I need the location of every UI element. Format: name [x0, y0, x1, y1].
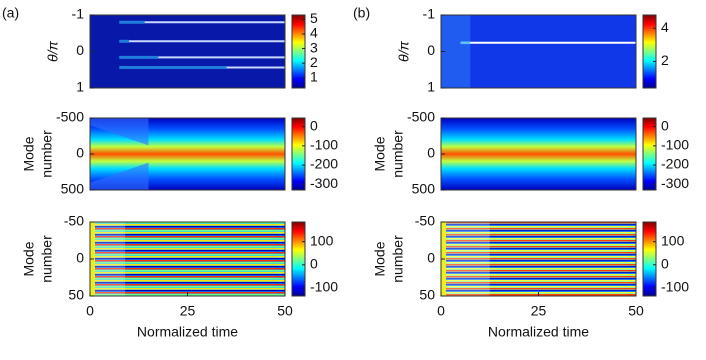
- heatmap-background: [441, 15, 636, 88]
- y-axis-label: θ/π: [396, 40, 412, 61]
- colorbar-tick-label: -100: [661, 137, 689, 153]
- heatmap-transient: [441, 222, 490, 296]
- colorbar-tick-label: -100: [661, 279, 689, 295]
- panel-label: (a): [2, 5, 19, 21]
- y-tick-label: 1: [427, 79, 435, 95]
- y-tick-label: 50: [419, 287, 435, 303]
- colorbar-tick-label: -300: [310, 175, 338, 191]
- colorbar-tick-label: 100: [661, 232, 685, 248]
- x-tick-label: 25: [180, 303, 196, 319]
- y-tick-label: 500: [61, 181, 85, 197]
- colorbar: [642, 221, 657, 297]
- colorbar-tick-label: 0: [310, 255, 318, 271]
- y-tick-label: 0: [427, 42, 435, 58]
- colorbar-tick-label: -300: [661, 175, 689, 191]
- colorbar: [291, 14, 306, 89]
- x-tick-label: 50: [277, 303, 293, 319]
- heatmap-transient: [90, 222, 126, 296]
- y-axis-label: number: [390, 235, 406, 283]
- y-axis-label: Mode: [372, 241, 388, 276]
- colorbar-tick-label: 100: [310, 232, 334, 248]
- colorbar-tick-label: 2: [310, 54, 318, 70]
- heatmap-transient: [441, 15, 471, 88]
- colorbar-tick-label: 5: [310, 10, 318, 26]
- y-tick-label: -50: [64, 213, 84, 229]
- heatmap-background: [441, 118, 636, 190]
- x-tick-label: 0: [437, 303, 445, 319]
- colorbar: [291, 117, 306, 191]
- y-axis-label: number: [39, 235, 55, 283]
- colorbar: [291, 221, 306, 297]
- y-tick-label: 500: [412, 181, 436, 197]
- heatmap-background: [90, 15, 285, 88]
- colorbar-tick-label: -100: [310, 137, 338, 153]
- heatmap-background: [90, 222, 285, 296]
- y-axis-label: number: [39, 130, 55, 178]
- y-tick-label: -500: [56, 109, 84, 125]
- y-axis-label: θ/π: [45, 40, 61, 61]
- colorbar-tick-label: -200: [310, 156, 338, 172]
- y-tick-label: 0: [76, 42, 84, 58]
- y-tick-label: 1: [76, 79, 84, 95]
- y-axis-label: Mode: [372, 136, 388, 171]
- heatmap-image: [90, 118, 285, 190]
- colorbar-tick-label: -100: [310, 279, 338, 295]
- heatmap-image: [90, 222, 285, 296]
- x-tick-label: 25: [531, 303, 547, 319]
- heatmap-background: [441, 222, 636, 296]
- heatmap-image: [441, 15, 636, 88]
- colorbar-tick-label: 3: [310, 39, 318, 55]
- y-tick-label: 0: [76, 250, 84, 266]
- x-axis-label: Normalized time: [488, 324, 589, 340]
- y-tick-label: -1: [72, 6, 85, 22]
- colorbar: [642, 14, 657, 89]
- y-tick-label: 0: [427, 250, 435, 266]
- x-tick-label: 0: [86, 303, 94, 319]
- colorbar-tick-label: 4: [310, 25, 318, 41]
- heatmap-transient: [90, 118, 149, 190]
- y-tick-label: 0: [427, 145, 435, 161]
- colorbar-tick-label: 0: [661, 255, 669, 271]
- heatmap-image: [441, 222, 636, 296]
- colorbar-tick-label: 2: [661, 52, 669, 68]
- panel-label: (b): [353, 5, 370, 21]
- colorbar-tick-label: -200: [661, 156, 689, 172]
- heatmap-image: [90, 15, 285, 88]
- colorbar: [642, 117, 657, 191]
- y-tick-label: 50: [68, 287, 84, 303]
- colorbar-tick-label: 1: [310, 68, 318, 84]
- y-tick-label: -500: [407, 109, 435, 125]
- heatmap-image: [441, 118, 636, 190]
- y-tick-label: -50: [415, 213, 435, 229]
- colorbar-tick-label: 4: [661, 19, 669, 35]
- y-tick-label: 0: [76, 145, 84, 161]
- x-tick-label: 50: [628, 303, 644, 319]
- y-tick-label: -1: [423, 6, 436, 22]
- y-axis-label: Mode: [21, 241, 37, 276]
- colorbar-tick-label: 0: [310, 117, 318, 133]
- x-axis-label: Normalized time: [137, 324, 238, 340]
- colorbar-tick-label: 0: [661, 117, 669, 133]
- y-axis-label: Mode: [21, 136, 37, 171]
- y-axis-label: number: [390, 130, 406, 178]
